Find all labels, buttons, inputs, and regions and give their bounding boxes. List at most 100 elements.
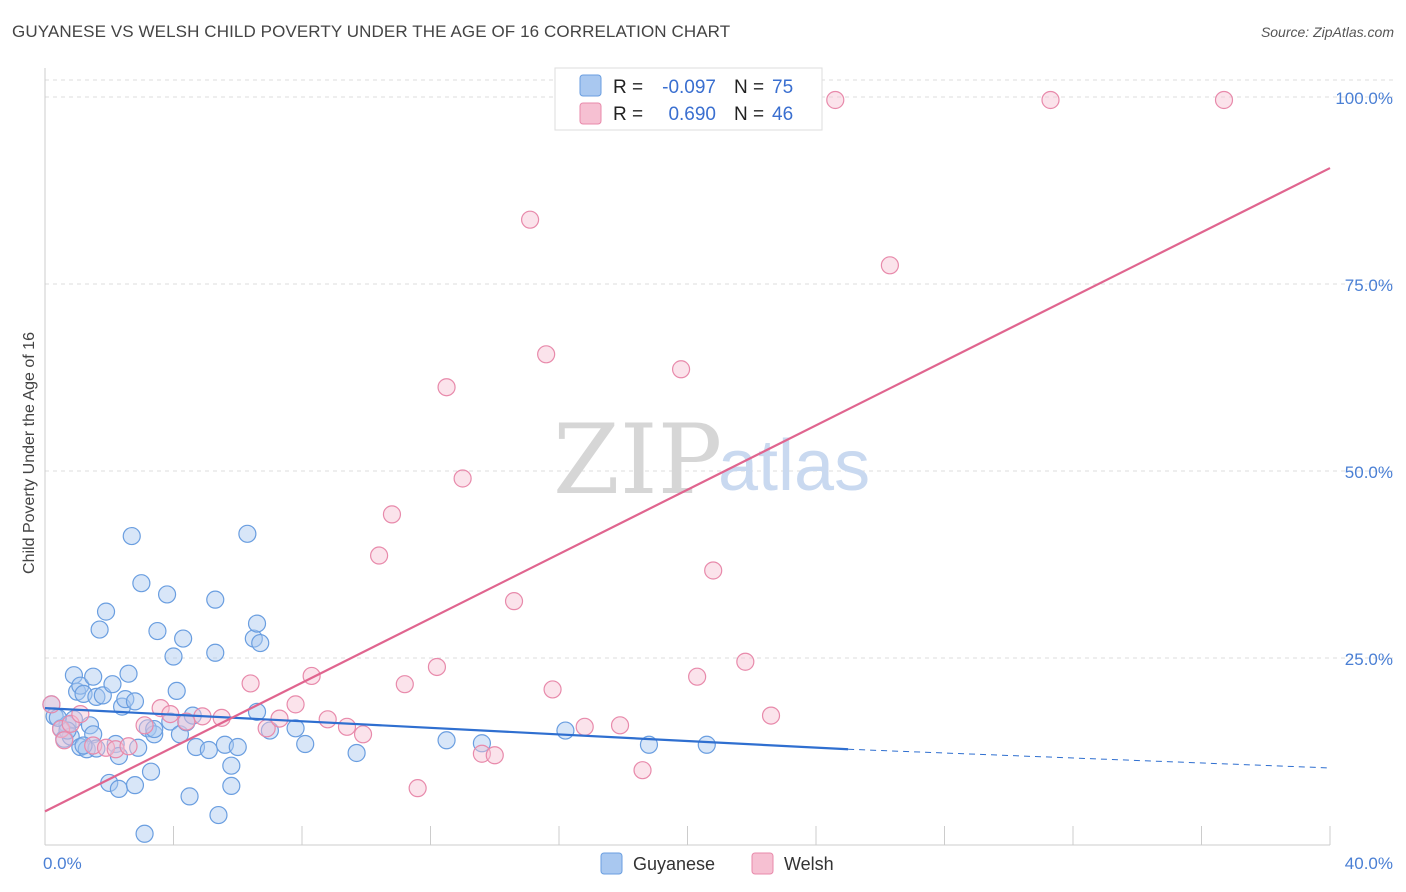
y-tick-label: 50.0% bbox=[1345, 463, 1393, 482]
legend-bottom-label-guyanese: Guyanese bbox=[633, 854, 715, 874]
guyanese-point bbox=[145, 719, 164, 739]
guyanese-point bbox=[122, 526, 141, 546]
welsh-trend-line bbox=[44, 167, 1331, 813]
guyanese-point bbox=[199, 740, 218, 760]
welsh-point bbox=[575, 717, 594, 736]
guyanese-point bbox=[74, 736, 93, 755]
welsh-point bbox=[395, 675, 414, 694]
chart-source: Source: ZipAtlas.com bbox=[1260, 24, 1394, 40]
legend-bottom-label-welsh: Welsh bbox=[784, 854, 834, 874]
legend-r-label-welsh: R = bbox=[613, 104, 643, 125]
y-tick-label: 25.0% bbox=[1345, 650, 1393, 669]
guyanese-point bbox=[164, 647, 183, 666]
welsh-point bbox=[543, 680, 562, 699]
guyanese-point bbox=[84, 667, 103, 686]
welsh-point bbox=[318, 710, 337, 729]
guyanese-points bbox=[42, 524, 716, 843]
legend-r-label-guyanese: R = bbox=[613, 77, 643, 98]
welsh-point bbox=[135, 716, 154, 735]
watermark: ZIP atlas bbox=[553, 404, 870, 516]
guyanese-point bbox=[119, 664, 138, 683]
guyanese-point bbox=[697, 735, 716, 754]
guyanese-point bbox=[129, 738, 148, 757]
guyanese-point bbox=[125, 692, 145, 711]
guyanese-point bbox=[296, 734, 315, 754]
welsh-point bbox=[485, 746, 504, 765]
watermark-zip: ZIP bbox=[553, 404, 722, 516]
welsh-point bbox=[427, 657, 447, 677]
legend-r-value-guyanese: -0.097 bbox=[662, 77, 716, 98]
guyanese-point bbox=[228, 737, 247, 757]
guyanese-point bbox=[286, 719, 305, 738]
legend-swatch-welsh bbox=[579, 102, 602, 125]
welsh-point bbox=[1214, 90, 1234, 110]
guyanese-point bbox=[347, 743, 366, 763]
welsh-point bbox=[119, 737, 138, 756]
guyanese-point bbox=[141, 762, 161, 781]
welsh-point bbox=[382, 505, 402, 524]
guyanese-point bbox=[639, 735, 659, 754]
welsh-point bbox=[704, 561, 723, 580]
chart-title: GUYANESE VS WELSH CHILD POVERTY UNDER TH… bbox=[12, 22, 731, 41]
welsh-point bbox=[504, 592, 524, 611]
welsh-point bbox=[761, 706, 781, 725]
welsh-point bbox=[1041, 90, 1060, 110]
welsh-point bbox=[337, 717, 357, 736]
axes bbox=[44, 68, 1331, 846]
welsh-point bbox=[270, 709, 289, 728]
x-tick-label: 40.0% bbox=[1345, 854, 1393, 873]
welsh-point bbox=[42, 695, 61, 714]
guyanese-point bbox=[148, 621, 167, 641]
guyanese-point bbox=[556, 721, 575, 740]
guyanese-point bbox=[90, 620, 109, 639]
legend-swatch-guyanese bbox=[579, 74, 602, 97]
welsh-point bbox=[610, 716, 630, 735]
guyanese-point bbox=[157, 585, 177, 604]
watermark-atlas: atlas bbox=[718, 426, 870, 506]
legend-r-value-welsh: 0.690 bbox=[668, 104, 716, 125]
guyanese-point bbox=[103, 675, 122, 694]
guyanese-point bbox=[222, 776, 241, 796]
guyanese-point bbox=[206, 643, 225, 662]
guyanese-point bbox=[251, 633, 270, 653]
guyanese-point bbox=[135, 824, 154, 843]
welsh-point bbox=[96, 738, 116, 757]
guyanese-point bbox=[238, 524, 257, 543]
legend-n-value-welsh: 46 bbox=[772, 104, 793, 125]
welsh-point bbox=[453, 469, 472, 488]
guyanese-point bbox=[174, 629, 193, 648]
guyanese-point bbox=[161, 712, 180, 731]
welsh-point bbox=[437, 378, 456, 397]
y-axis-label: Child Poverty Under the Age of 16 bbox=[21, 332, 38, 574]
guyanese-point bbox=[437, 731, 456, 750]
welsh-point bbox=[370, 546, 389, 565]
y-tick-label: 100.0% bbox=[1335, 89, 1393, 108]
x-tick-label: 0.0% bbox=[43, 854, 82, 873]
guyanese-point bbox=[247, 614, 267, 633]
guyanese-point bbox=[132, 574, 151, 593]
welsh-point bbox=[61, 714, 80, 733]
welsh-point bbox=[177, 712, 196, 731]
legend-n-label-guyanese: N = bbox=[734, 77, 764, 98]
y-tick-label: 75.0% bbox=[1345, 276, 1393, 295]
guyanese-trend-line bbox=[44, 707, 849, 751]
welsh-point bbox=[537, 345, 556, 364]
legend-bottom-swatch-welsh bbox=[751, 852, 774, 875]
welsh-point bbox=[55, 731, 74, 750]
welsh-point bbox=[353, 725, 373, 744]
guyanese-point bbox=[87, 687, 106, 706]
welsh-point bbox=[671, 360, 691, 379]
guyanese-point bbox=[222, 756, 241, 775]
welsh-point bbox=[880, 256, 899, 275]
guyanese-point bbox=[167, 681, 186, 701]
welsh-point bbox=[688, 667, 707, 686]
welsh-point bbox=[633, 761, 652, 780]
guyanese-point bbox=[472, 734, 491, 753]
guyanese-point bbox=[96, 602, 116, 621]
guyanese-point bbox=[125, 776, 145, 795]
legend-bottom-swatch-guyanese bbox=[600, 852, 623, 875]
welsh-point bbox=[736, 652, 755, 671]
guyanese-point bbox=[206, 590, 225, 609]
welsh-point bbox=[520, 210, 540, 229]
